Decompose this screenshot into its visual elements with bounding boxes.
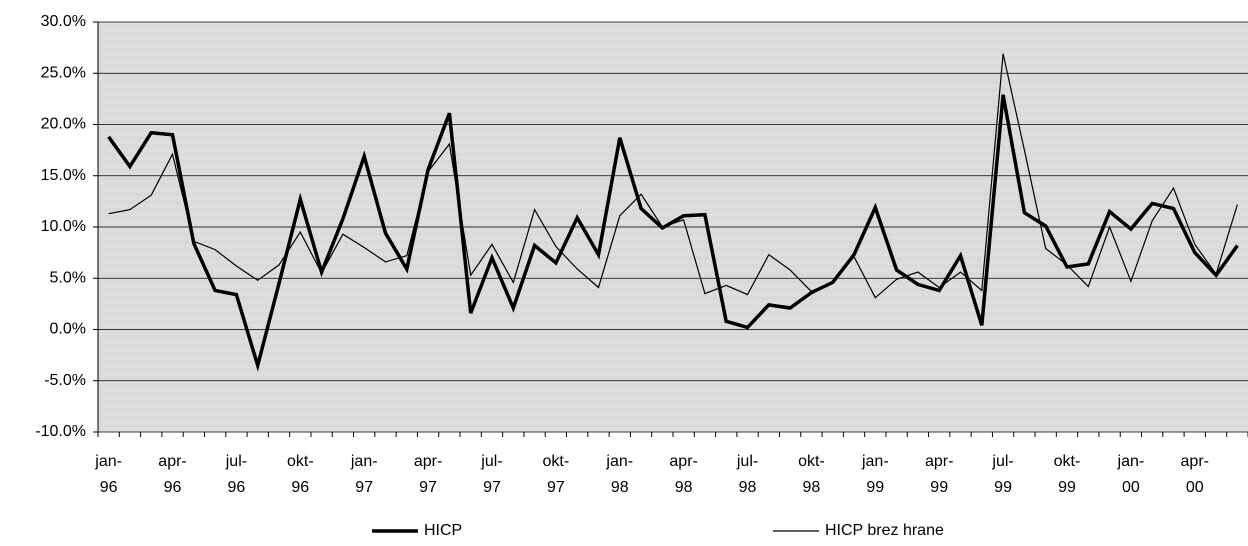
y-tick-label: 15.0%	[41, 167, 86, 184]
legend-label: HICP brez hrane	[825, 522, 944, 539]
x-tick-label: apr-97	[413, 453, 443, 496]
x-tick-label: apr-96	[158, 453, 187, 496]
x-tick-label: apr-00	[1180, 453, 1209, 496]
y-tick-label: 5.0%	[50, 269, 86, 286]
y-tick-label: 30.0%	[41, 13, 86, 30]
series-line	[108, 53, 1238, 299]
y-tick-label: -10.0%	[35, 423, 86, 440]
x-tick-label: okt-98	[798, 453, 825, 496]
x-tick-label: jul-96	[225, 453, 248, 496]
x-tick-label: okt-96	[286, 453, 314, 496]
x-tick-label: jan-99	[861, 453, 889, 496]
y-tick-label: 10.0%	[41, 218, 86, 235]
x-tick-label: jan-98	[606, 453, 634, 496]
y-tick-label: 25.0%	[41, 64, 86, 81]
y-tick-label: 0.0%	[50, 321, 86, 338]
x-tick-label: jul-99	[992, 453, 1014, 496]
series-line	[107, 94, 1239, 372]
x-tick-label: jul-98	[736, 453, 759, 496]
x-tick-label: jan-00	[1117, 453, 1145, 496]
x-tick-label: jan-96	[95, 453, 122, 496]
x-tick-label: jul-97	[481, 453, 503, 496]
x-tick-label: apr-99	[924, 453, 954, 496]
legend-label: HICP	[424, 522, 462, 539]
x-tick-label: jan-97	[350, 453, 378, 496]
x-tick-label: apr-98	[669, 453, 698, 496]
x-tick-label: okt-97	[542, 453, 570, 496]
y-tick-label: 20.0%	[41, 116, 86, 133]
x-tick-label: okt-99	[1053, 453, 1081, 496]
y-tick-label: -5.0%	[44, 372, 86, 389]
